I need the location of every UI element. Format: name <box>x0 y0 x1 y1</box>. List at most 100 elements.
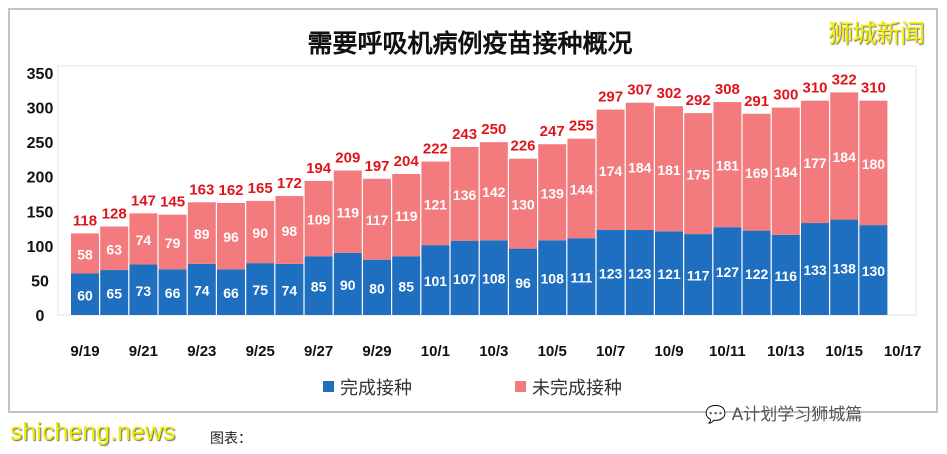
segment-value-label: 109 <box>307 212 331 228</box>
x-tick-label: 9/19 <box>70 343 99 360</box>
segment-value-label: 180 <box>862 156 886 172</box>
y-tick-label: 350 <box>27 66 54 83</box>
total-value-label: 291 <box>744 93 769 110</box>
bar-segment-incomplete <box>158 214 187 270</box>
bar-segment-complete <box>158 269 187 315</box>
bar-segment-complete <box>625 229 654 315</box>
segment-value-label: 122 <box>745 266 769 282</box>
x-tick-label: 9/27 <box>304 343 333 360</box>
bar-segment-complete <box>129 264 158 315</box>
watermark-wechat: 💬 A计划学习狮城篇 <box>705 400 862 425</box>
watermark-top-right: 狮城新闻 <box>828 19 925 48</box>
bar-segment-incomplete <box>71 233 99 274</box>
segment-value-label: 119 <box>337 205 360 221</box>
total-value-label: 310 <box>861 80 886 97</box>
bar-segment-incomplete <box>363 178 391 260</box>
y-tick-label: 0 <box>36 308 45 325</box>
segment-value-label: 63 <box>106 241 122 257</box>
total-value-label: 165 <box>248 180 273 197</box>
bar-segment-incomplete <box>187 202 216 264</box>
bar-segment-complete <box>187 263 216 315</box>
segment-value-label: 60 <box>77 287 93 303</box>
total-value-label: 222 <box>423 141 448 158</box>
bar-segment-complete <box>100 270 129 315</box>
bar-segment-complete <box>71 273 99 315</box>
bar-segment-incomplete <box>275 196 304 264</box>
x-tick-label: 9/25 <box>246 343 275 360</box>
total-value-label: 307 <box>627 82 652 99</box>
bar-segment-complete <box>684 234 713 315</box>
x-tick-label: 10/9 <box>654 343 683 360</box>
segment-value-label: 127 <box>716 264 740 280</box>
total-value-label: 162 <box>218 182 243 199</box>
total-value-label: 197 <box>364 158 389 175</box>
x-tick-label: 10/3 <box>479 343 508 360</box>
segment-value-label: 130 <box>862 263 886 279</box>
total-value-label: 145 <box>160 194 185 211</box>
source-note: 图表： <box>210 431 252 447</box>
watermark-bottom-left: shicheng.news <box>10 418 176 446</box>
wechat-icon: 💬 <box>705 405 727 425</box>
segment-value-label: 74 <box>136 232 152 248</box>
segment-value-label: 133 <box>803 262 827 278</box>
segment-value-label: 85 <box>311 279 327 295</box>
bar-segment-complete <box>567 238 596 315</box>
segment-value-label: 111 <box>570 270 592 286</box>
chart-title: 需要呼吸机病例疫苗接种概况 <box>307 29 632 58</box>
bar-segment-incomplete <box>304 180 333 257</box>
legend-swatch <box>515 381 526 392</box>
segment-value-label: 116 <box>775 268 798 284</box>
segment-value-label: 117 <box>366 212 389 228</box>
segment-value-label: 184 <box>628 159 652 175</box>
segment-value-label: 184 <box>774 164 798 180</box>
segment-value-label: 74 <box>282 282 298 298</box>
segment-value-label: 144 <box>570 181 594 197</box>
x-tick-label: 10/17 <box>884 343 922 360</box>
x-tick-label: 9/21 <box>129 343 158 360</box>
segment-value-label: 66 <box>165 285 181 301</box>
total-value-label: 302 <box>656 85 681 102</box>
segment-value-label: 74 <box>194 282 210 298</box>
bar-segment-complete <box>479 240 508 315</box>
segment-value-label: 117 <box>687 268 710 284</box>
total-value-label: 226 <box>510 138 535 155</box>
segment-value-label: 96 <box>515 275 531 291</box>
segment-value-label: 90 <box>252 225 268 241</box>
y-tick-label: 100 <box>27 239 54 256</box>
bar-segment-complete <box>830 219 859 315</box>
bar-segment-complete <box>246 263 275 315</box>
segment-value-label: 175 <box>687 167 711 183</box>
segment-value-label: 169 <box>745 165 769 181</box>
bar-segment-complete <box>596 229 625 315</box>
bar-segment-incomplete <box>655 106 683 232</box>
bar-segment-complete <box>859 225 888 315</box>
bar-segment-incomplete <box>771 107 800 235</box>
segment-value-label: 79 <box>165 235 181 251</box>
total-value-label: 310 <box>802 80 827 97</box>
x-tick-label: 9/29 <box>362 343 391 360</box>
segment-value-label: 130 <box>511 197 535 213</box>
bar-segment-complete <box>450 241 479 315</box>
x-tick-label: 10/11 <box>709 343 746 360</box>
bar-segment-complete <box>333 252 362 315</box>
segment-value-label: 174 <box>599 163 623 179</box>
bar-segment-complete <box>275 263 304 315</box>
bar-segment-incomplete <box>450 146 479 242</box>
total-value-label: 194 <box>306 160 332 177</box>
bar-segment-incomplete <box>333 170 362 253</box>
x-tick-label: 10/1 <box>421 343 450 360</box>
segment-value-label: 184 <box>833 149 857 165</box>
bar-segment-incomplete <box>801 100 829 224</box>
bar-segment-complete <box>713 227 742 315</box>
bar-segment-incomplete <box>129 213 158 265</box>
bar-segment-incomplete <box>509 158 537 249</box>
total-value-label: 172 <box>277 175 302 192</box>
x-tick-label: 9/23 <box>187 343 216 360</box>
total-value-label: 250 <box>481 121 506 138</box>
bar-segment-incomplete <box>217 202 245 270</box>
segment-value-label: 138 <box>833 260 857 276</box>
segment-value-label: 80 <box>369 280 385 296</box>
total-value-label: 247 <box>540 123 565 140</box>
segment-value-label: 121 <box>424 196 448 212</box>
